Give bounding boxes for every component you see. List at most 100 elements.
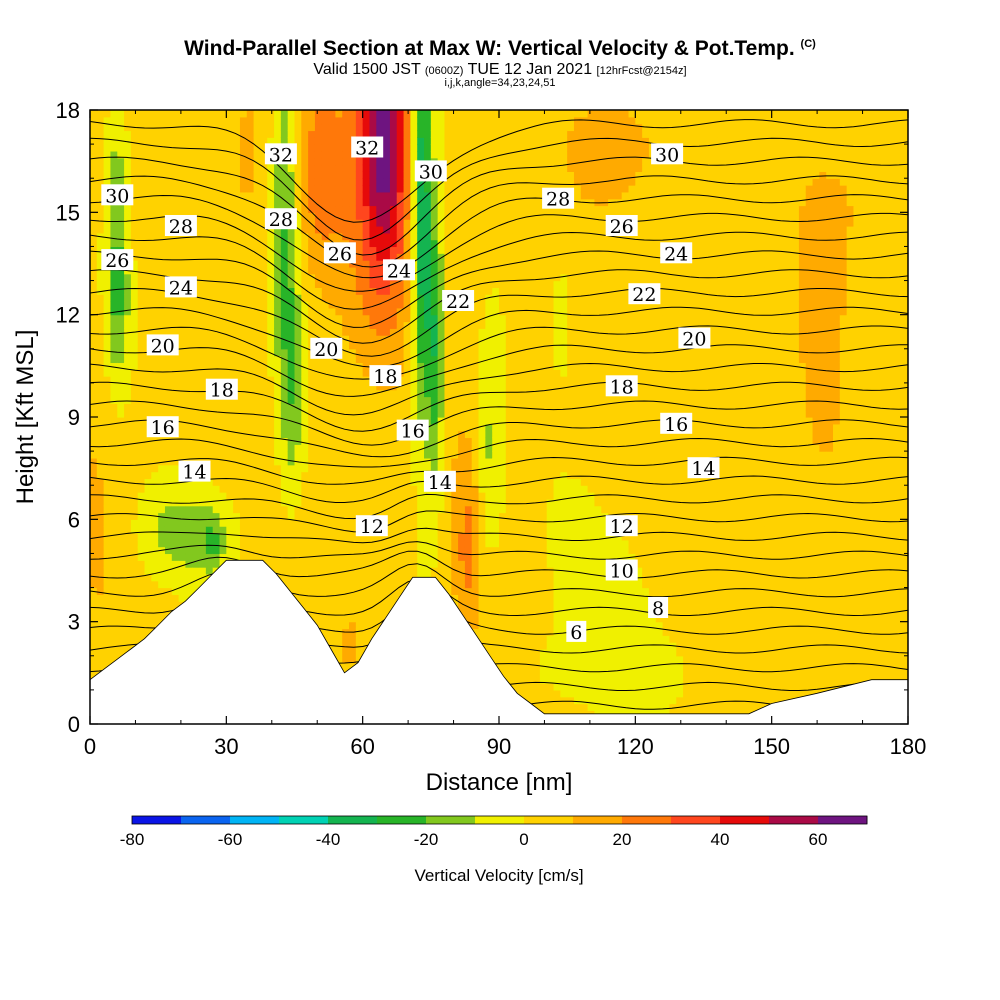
velocity-cell [171,492,180,500]
velocity-cell [389,335,398,343]
velocity-cell [308,601,316,609]
velocity-cell [185,485,193,493]
velocity-cell [362,328,371,336]
velocity-cell [321,601,330,609]
velocity-cell [294,341,302,350]
velocity-cell [396,137,405,145]
velocity-cell [301,110,309,118]
velocity-cell [403,116,411,125]
velocity-cell [239,314,248,323]
velocity-cell [144,485,152,493]
velocity-cell [430,417,439,425]
velocity-cell [260,335,268,343]
velocity-cell [185,130,193,138]
velocity-cell [314,560,323,568]
velocity-cell [355,423,364,432]
velocity-cell [260,505,268,514]
velocity-cell [124,587,132,595]
velocity-cell [410,505,418,514]
velocity-cell [328,485,336,493]
velocity-cell [321,294,330,302]
velocity-cell [124,389,132,398]
velocity-cell [233,280,241,288]
velocity-cell [301,471,309,479]
velocity-cell [274,485,282,493]
velocity-cell [376,191,384,200]
velocity-cell [205,478,214,486]
velocity-cell [233,219,241,227]
velocity-cell [294,185,302,193]
velocity-cell [96,642,105,650]
velocity-cell [205,369,214,377]
velocity-cell [376,423,384,432]
velocity-cell [239,451,248,459]
velocity-cell [103,369,112,377]
velocity-cell [171,362,180,370]
velocity-cell [226,451,234,459]
velocity-cell [403,150,411,159]
velocity-cell [158,239,166,248]
velocity-cell [260,369,268,377]
velocity-cell [239,444,248,452]
velocity-cell [437,191,446,200]
velocity-cell [96,560,105,568]
velocity-cell [437,273,446,282]
velocity-cell [90,307,98,316]
velocity-cell [103,266,112,275]
velocity-cell [110,642,118,650]
velocity-cell [321,437,330,445]
velocity-cell [185,205,193,213]
velocity-cell [130,444,139,452]
velocity-cell [355,642,364,650]
velocity-cell [349,212,357,220]
velocity-cell [376,505,384,514]
velocity-cell [144,457,152,466]
velocity-cell [369,560,377,568]
velocity-cell [314,232,323,241]
velocity-cell [137,539,146,548]
velocity-cell [130,307,139,316]
velocity-cell [355,205,364,213]
velocity-cell [212,492,221,500]
velocity-cell [280,307,289,316]
velocity-cell [328,212,336,220]
velocity-cell [308,266,316,275]
velocity-cell [369,628,377,636]
velocity-cell [103,239,112,248]
velocity-cell [246,157,255,166]
velocity-cell [451,464,459,473]
velocity-cell [90,212,98,220]
velocity-cell [130,498,139,507]
velocity-cell [212,485,221,493]
velocity-cell [314,164,323,172]
velocity-cell [205,505,214,514]
velocity-cell [219,232,227,241]
velocity-cell [403,355,411,364]
velocity-cell [383,110,391,118]
velocity-cell [403,212,411,220]
velocity-cell [321,532,330,541]
velocity-cell [328,369,336,377]
velocity-cell [192,526,200,534]
velocity-cell [417,219,425,227]
velocity-cell [219,478,227,486]
velocity-cell [233,437,241,445]
velocity-cell [192,150,200,159]
velocity-cell [137,130,146,138]
velocity-cell [171,396,180,404]
velocity-cell [383,219,391,227]
velocity-cell [458,362,466,370]
velocity-cell [417,526,425,534]
velocity-cell [158,198,166,207]
velocity-cell [321,628,330,636]
velocity-cell [424,144,432,152]
velocity-cell [444,355,452,364]
velocity-cell [158,219,166,227]
velocity-cell [389,546,398,555]
velocity-cell [110,321,118,329]
velocity-cell [294,410,302,418]
velocity-cell [164,110,173,118]
velocity-cell [158,232,166,241]
velocity-cell [124,307,132,316]
velocity-cell [389,601,398,609]
